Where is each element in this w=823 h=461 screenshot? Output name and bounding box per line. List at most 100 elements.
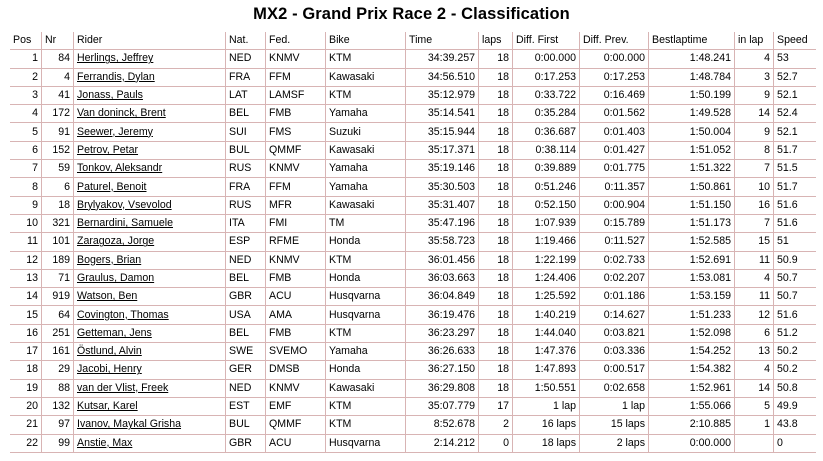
cell-pos: 22 — [10, 434, 42, 453]
cell-diff-prev: 0:11.527 — [580, 233, 649, 252]
cell-in-lap: 6 — [735, 324, 774, 344]
table-row: 15 64 Covington, Thomas USA AMA Husqvarn… — [10, 306, 816, 325]
cell-bestlaptime: 1:52.098 — [649, 324, 735, 344]
rider-link[interactable]: Zaragoza, Jorge — [77, 235, 155, 248]
cell-speed: 51.6 — [774, 306, 816, 325]
cell-pos: 5 — [10, 123, 42, 142]
cell-diff-prev: 0:01.403 — [580, 123, 649, 142]
cell-bestlaptime: 1:52.961 — [649, 379, 735, 398]
cell-in-lap — [735, 434, 774, 453]
cell-laps: 18 — [479, 86, 513, 106]
cell-diff-prev: 0:02.658 — [580, 379, 649, 398]
cell-fed: QMMF — [266, 141, 326, 161]
rider-link[interactable]: Bernardini, Samuele — [77, 217, 173, 230]
cell-time: 34:39.257 — [406, 50, 479, 69]
cell-fed: KNMV — [266, 50, 326, 69]
cell-fed: AMA — [266, 306, 326, 325]
cell-pos: 19 — [10, 379, 42, 398]
rider-link[interactable]: Anstie, Max — [77, 436, 133, 449]
table-row: 7 59 Tonkov, Aleksandr RUS KNMV Yamaha 3… — [10, 160, 816, 179]
cell-nat: NED — [226, 379, 266, 398]
cell-speed: 52.4 — [774, 105, 816, 124]
rider-link[interactable]: Covington, Thomas — [77, 308, 169, 321]
cell-pos: 4 — [10, 105, 42, 124]
rider-link[interactable]: Brylyakov, Vsevolod — [77, 198, 172, 211]
rider-link[interactable]: Östlund, Alvin — [77, 345, 142, 358]
rider-link[interactable]: Herlings, Jeffrey — [77, 52, 154, 65]
page-title: MX2 - Grand Prix Race 2 - Classification — [253, 5, 570, 23]
cell-nat: BUL — [226, 141, 266, 161]
cell-laps: 18 — [479, 160, 513, 179]
cell-nat: SWE — [226, 343, 266, 362]
cell-diff-first: 1:07.939 — [513, 214, 580, 234]
rider-link[interactable]: Seewer, Jeremy — [77, 125, 153, 138]
cell-laps: 18 — [479, 214, 513, 234]
table-row: 19 88 van der Vlist, Freek NED KNMV Kawa… — [10, 379, 816, 398]
cell-bike: KTM — [326, 251, 406, 270]
cell-fed: FFM — [266, 68, 326, 87]
cell-pos: 7 — [10, 160, 42, 179]
rider-link[interactable]: Bogers, Brian — [77, 253, 142, 266]
cell-nr: 251 — [42, 324, 74, 344]
cell-time: 36:26.633 — [406, 343, 479, 362]
cell-bestlaptime: 1:52.691 — [649, 251, 735, 270]
cell-bestlaptime: 1:54.382 — [649, 361, 735, 380]
rider-link[interactable]: Tonkov, Aleksandr — [77, 162, 163, 175]
cell-diff-prev: 2 laps — [580, 434, 649, 453]
rider-link[interactable]: Ferrandis, Dylan — [77, 70, 155, 83]
cell-laps: 18 — [479, 196, 513, 215]
cell-nat: GBR — [226, 288, 266, 307]
cell-bestlaptime: 1:51.052 — [649, 141, 735, 161]
cell-in-lap: 11 — [735, 251, 774, 270]
cell-nat: USA — [226, 306, 266, 325]
cell-nr: 84 — [42, 50, 74, 69]
cell-fed: ACU — [266, 288, 326, 307]
cell-pos: 15 — [10, 306, 42, 325]
rider-link[interactable]: van der Vlist, Freek — [77, 381, 169, 394]
cell-in-lap: 12 — [735, 306, 774, 325]
header-nr: Nr — [42, 32, 74, 51]
table-row: 10 321 Bernardini, Samuele ITA FMI TM 35… — [10, 214, 816, 234]
rider-link[interactable]: Graulus, Damon — [77, 272, 155, 284]
table-row: 2 4 Ferrandis, Dylan FRA FFM Kawasaki 34… — [10, 68, 816, 87]
cell-diff-prev: 0:14.627 — [580, 306, 649, 325]
cell-pos: 6 — [10, 141, 42, 161]
cell-fed: FMI — [266, 214, 326, 234]
cell-fed: SVEMO — [266, 343, 326, 362]
cell-diff-first: 0:38.114 — [513, 141, 580, 161]
cell-laps: 18 — [479, 233, 513, 252]
cell-time: 36:29.808 — [406, 379, 479, 398]
table-row: 6 152 Petrov, Petar BUL QMMF Kawasaki 35… — [10, 141, 816, 161]
cell-laps: 18 — [479, 306, 513, 325]
cell-diff-first: 1:47.376 — [513, 343, 580, 362]
cell-time: 35:19.146 — [406, 160, 479, 179]
rider-link[interactable]: Van doninck, Brent — [77, 107, 166, 120]
cell-fed: KNMV — [266, 379, 326, 398]
rider-link[interactable]: Watson, Ben — [77, 290, 138, 303]
cell-rider: Brylyakov, Vsevolod — [74, 196, 226, 215]
cell-nr: 172 — [42, 105, 74, 124]
rider-link[interactable]: Jacobi, Henry — [77, 363, 142, 376]
cell-rider: Östlund, Alvin — [74, 343, 226, 362]
rider-link[interactable]: Getteman, Jens — [77, 326, 152, 339]
cell-speed: 50.2 — [774, 343, 816, 362]
cell-fed: FMS — [266, 123, 326, 142]
cell-laps: 18 — [479, 324, 513, 344]
cell-diff-prev: 1 lap — [580, 397, 649, 417]
rider-link[interactable]: Jonass, Pauls — [77, 89, 143, 102]
header-nat: Nat. — [226, 32, 266, 51]
cell-diff-prev: 0:03.336 — [580, 343, 649, 362]
cell-bestlaptime: 1:48.241 — [649, 50, 735, 69]
rider-link[interactable]: Kutsar, Karel — [77, 400, 138, 413]
rider-link[interactable]: Petrov, Petar — [77, 143, 139, 156]
rider-link[interactable]: Ivanov, Maykal Grisha — [77, 418, 182, 431]
cell-time: 35:58.723 — [406, 233, 479, 252]
cell-diff-first: 1:24.406 — [513, 269, 580, 289]
cell-bestlaptime: 1:53.159 — [649, 288, 735, 307]
cell-fed: DMSB — [266, 361, 326, 380]
cell-in-lap: 5 — [735, 397, 774, 417]
cell-diff-first: 0:00.000 — [513, 50, 580, 69]
cell-nat: BEL — [226, 105, 266, 124]
rider-link[interactable]: Paturel, Benoit — [77, 180, 147, 193]
cell-diff-prev: 0:02.733 — [580, 251, 649, 270]
